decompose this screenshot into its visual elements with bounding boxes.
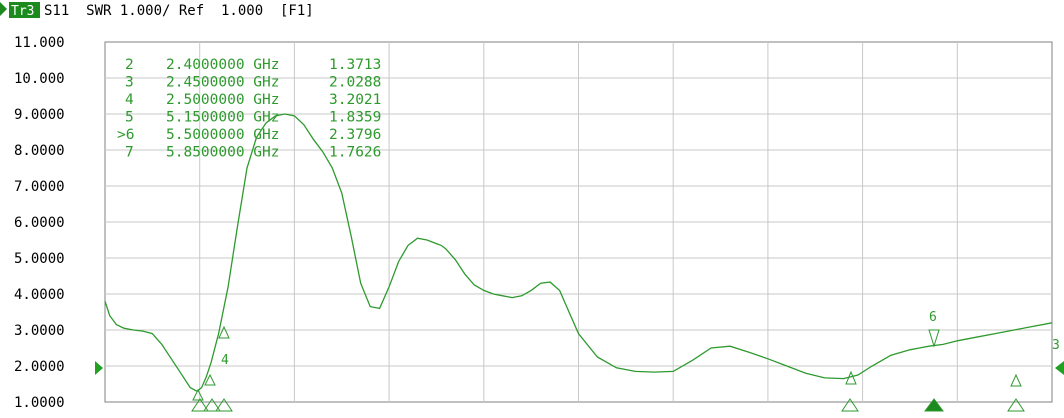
y-tick-label: 8.0000	[14, 143, 65, 159]
trace-marker-label: 3	[1052, 338, 1060, 353]
trace-badge-bg	[9, 2, 40, 18]
stim-marker-3-icon[interactable]	[203, 398, 221, 412]
marker-row: 5 5.1500000 GHz 1.8359	[125, 110, 381, 126]
reference-right-arrow-icon[interactable]	[1055, 361, 1064, 375]
trace-marker-label: 6	[929, 310, 937, 325]
stimulus-marker-triangles	[191, 398, 1025, 412]
marker-value: 2.0288	[329, 75, 381, 91]
marker-id: 7	[125, 145, 134, 161]
marker-value: 1.3713	[329, 57, 381, 73]
trace-marker-label: 4	[221, 353, 229, 368]
marker-row: 3 2.4500000 GHz 2.0288	[125, 75, 381, 91]
marker-row: 4 2.5000000 GHz 3.2021	[125, 92, 381, 108]
y-tick-label: 11.000	[14, 35, 65, 51]
marker-3-triangle-icon	[204, 373, 216, 386]
y-tick-label: 4.0000	[14, 287, 65, 303]
stim-marker-2-icon[interactable]	[191, 398, 209, 412]
stim-marker-5-icon[interactable]	[841, 398, 859, 412]
marker-5-triangle-icon	[845, 370, 857, 385]
marker-frequency: 2.5000000 GHz	[166, 92, 280, 108]
marker-id: 2	[125, 57, 134, 73]
trace-header-text: S11 SWR 1.000/ Ref 1.000 [F1]	[44, 3, 314, 19]
marker-value: 1.8359	[329, 110, 381, 126]
stim-marker-4-icon[interactable]	[215, 398, 233, 412]
reference-left-arrow-icon[interactable]	[95, 361, 103, 375]
y-tick-label: 6.0000	[14, 215, 65, 231]
trace-header[interactable]: Tr3 S11 SWR 1.000/ Ref 1.000 [F1]	[0, 2, 314, 19]
marker-value: 1.7626	[329, 145, 381, 161]
plot-grid	[105, 42, 1052, 402]
marker-row: 7 5.8500000 GHz 1.7626	[125, 145, 381, 161]
stim-marker-7-icon[interactable]	[1007, 398, 1025, 412]
trace-marker-triangles	[192, 325, 1022, 401]
marker-id: 3	[125, 75, 134, 91]
y-tick-label: 10.000	[14, 71, 65, 87]
marker-id: 4	[125, 92, 134, 108]
marker-frequency: 2.4000000 GHz	[166, 57, 280, 73]
y-tick-label: 7.0000	[14, 179, 65, 195]
marker-7-triangle-icon	[1010, 373, 1022, 387]
marker-row: 2 2.4000000 GHz 1.3713	[125, 57, 381, 73]
marker-2-triangle-icon	[192, 388, 204, 401]
y-axis-ticks: 11.000 10.000 9.0000 8.0000 7.0000 6.0000 5.00…	[14, 35, 65, 411]
y-tick-label: 2.0000	[14, 359, 65, 375]
marker-value: 2.3796	[329, 127, 381, 143]
s11-swr-trace	[104, 113, 1053, 392]
marker-id: >6	[117, 127, 134, 143]
y-tick-label: 1.0000	[14, 395, 65, 411]
marker-id: 5	[125, 110, 134, 126]
marker-frequency: 5.8500000 GHz	[166, 145, 280, 161]
active-trace-arrow-icon	[0, 2, 7, 16]
marker-frequency: 5.1500000 GHz	[166, 110, 280, 126]
marker-frequency: 5.5000000 GHz	[166, 127, 280, 143]
y-tick-label: 3.0000	[14, 323, 65, 339]
marker-6-triangle-icon	[928, 329, 940, 348]
y-tick-label: 9.0000	[14, 107, 65, 123]
y-tick-label: 5.0000	[14, 251, 65, 267]
marker-4-triangle-icon	[218, 325, 230, 339]
trace-badge: Tr3	[11, 4, 34, 19]
marker-frequency: 2.4500000 GHz	[166, 75, 280, 91]
marker-table: 2 2.4000000 GHz 1.3713 3 2.4500000 GHz 2.0288…	[117, 57, 381, 161]
stim-marker-6-icon[interactable]	[924, 398, 944, 412]
trace-marker-labels: 4 3 6	[221, 310, 1060, 368]
marker-value: 3.2021	[329, 92, 381, 108]
marker-row: >6 5.5000000 GHz 2.3796	[117, 127, 381, 143]
